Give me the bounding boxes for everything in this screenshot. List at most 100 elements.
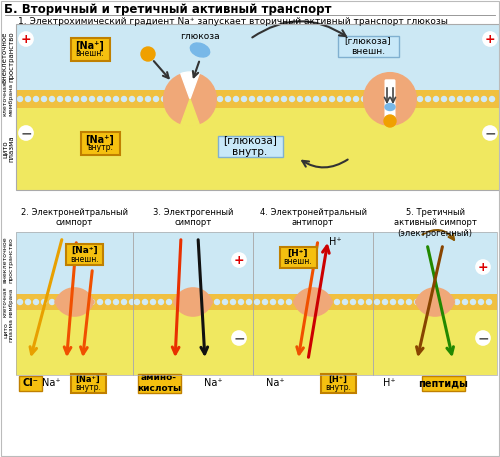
- Text: Б. Вторичный и третичный активный транспорт: Б. Вторичный и третичный активный трансп…: [4, 3, 332, 16]
- Circle shape: [154, 96, 158, 101]
- Text: [Na⁺]: [Na⁺]: [71, 246, 98, 255]
- Circle shape: [266, 96, 270, 101]
- Circle shape: [106, 299, 110, 304]
- Circle shape: [470, 299, 476, 304]
- Text: Na⁺: Na⁺: [204, 378, 223, 388]
- Text: [глюкоза]
внутр.: [глюкоза] внутр.: [223, 135, 277, 157]
- Circle shape: [364, 73, 416, 125]
- Circle shape: [34, 299, 38, 304]
- Circle shape: [134, 299, 140, 304]
- FancyArrowPatch shape: [422, 230, 454, 240]
- Circle shape: [19, 32, 33, 46]
- Circle shape: [114, 299, 118, 304]
- Circle shape: [18, 299, 22, 304]
- Text: [H⁺]: [H⁺]: [288, 249, 308, 258]
- Bar: [253, 232, 373, 375]
- Circle shape: [166, 299, 172, 304]
- Circle shape: [270, 299, 276, 304]
- Circle shape: [58, 299, 62, 304]
- Circle shape: [262, 299, 268, 304]
- FancyArrowPatch shape: [252, 21, 346, 37]
- Circle shape: [218, 96, 222, 101]
- Bar: [16, 232, 133, 294]
- Bar: [373, 232, 497, 294]
- Circle shape: [146, 96, 150, 101]
- Circle shape: [438, 299, 444, 304]
- Circle shape: [350, 299, 356, 304]
- Circle shape: [322, 96, 326, 101]
- Text: клеточная
мембрана: клеточная мембрана: [2, 82, 14, 117]
- Circle shape: [186, 96, 190, 101]
- Wedge shape: [416, 288, 455, 308]
- Wedge shape: [55, 288, 94, 308]
- Circle shape: [458, 96, 462, 101]
- Bar: [133, 310, 253, 375]
- Wedge shape: [174, 288, 212, 308]
- Circle shape: [382, 299, 388, 304]
- FancyBboxPatch shape: [70, 37, 110, 60]
- Text: −: −: [484, 127, 496, 140]
- Text: внутр.: внутр.: [325, 383, 351, 393]
- Circle shape: [158, 299, 164, 304]
- Bar: [373, 310, 497, 375]
- Text: +: +: [234, 254, 244, 267]
- Circle shape: [150, 299, 156, 304]
- Text: внеклеточное
пространство: внеклеточное пространство: [2, 32, 15, 83]
- Text: H⁺: H⁺: [328, 237, 342, 247]
- Circle shape: [90, 96, 94, 101]
- Ellipse shape: [190, 43, 210, 57]
- Circle shape: [402, 96, 406, 101]
- Circle shape: [442, 96, 446, 101]
- Circle shape: [74, 299, 78, 304]
- Bar: [253, 294, 373, 310]
- FancyBboxPatch shape: [80, 132, 120, 154]
- Text: −: −: [477, 331, 489, 345]
- Circle shape: [254, 299, 260, 304]
- FancyBboxPatch shape: [320, 373, 356, 393]
- Circle shape: [66, 96, 70, 101]
- Text: внутр.: внутр.: [75, 383, 101, 393]
- Circle shape: [450, 96, 454, 101]
- Circle shape: [406, 299, 412, 304]
- Circle shape: [114, 96, 118, 101]
- Text: внешн.: внешн.: [70, 255, 99, 264]
- FancyBboxPatch shape: [218, 135, 282, 156]
- Text: +: +: [20, 33, 32, 46]
- Circle shape: [430, 299, 436, 304]
- Circle shape: [478, 299, 484, 304]
- Bar: [16, 310, 133, 375]
- FancyBboxPatch shape: [18, 376, 42, 390]
- Circle shape: [422, 299, 428, 304]
- Circle shape: [50, 96, 54, 101]
- Circle shape: [342, 299, 347, 304]
- Circle shape: [390, 299, 396, 304]
- Circle shape: [98, 299, 102, 304]
- Ellipse shape: [385, 103, 395, 111]
- Bar: [16, 108, 500, 190]
- Circle shape: [26, 96, 30, 101]
- Circle shape: [106, 96, 110, 101]
- Text: [H⁺]: [H⁺]: [328, 375, 347, 384]
- Circle shape: [138, 96, 142, 101]
- Circle shape: [258, 96, 262, 101]
- Circle shape: [302, 299, 308, 304]
- Text: Cl⁻: Cl⁻: [22, 378, 38, 388]
- Circle shape: [74, 96, 78, 101]
- Circle shape: [198, 299, 203, 304]
- Circle shape: [486, 299, 492, 304]
- Circle shape: [386, 96, 390, 101]
- Circle shape: [384, 115, 396, 127]
- Circle shape: [454, 299, 460, 304]
- FancyBboxPatch shape: [70, 373, 106, 393]
- Text: цито
плазма: цито плазма: [2, 136, 15, 162]
- Bar: [253, 310, 373, 375]
- Circle shape: [426, 96, 430, 101]
- Circle shape: [26, 299, 30, 304]
- Circle shape: [414, 299, 420, 304]
- Circle shape: [483, 32, 497, 46]
- Circle shape: [130, 299, 134, 304]
- Circle shape: [202, 96, 206, 101]
- Circle shape: [398, 299, 404, 304]
- Bar: [16, 24, 500, 190]
- Text: 3. Электрогенный
симпорт: 3. Электрогенный симпорт: [153, 208, 233, 228]
